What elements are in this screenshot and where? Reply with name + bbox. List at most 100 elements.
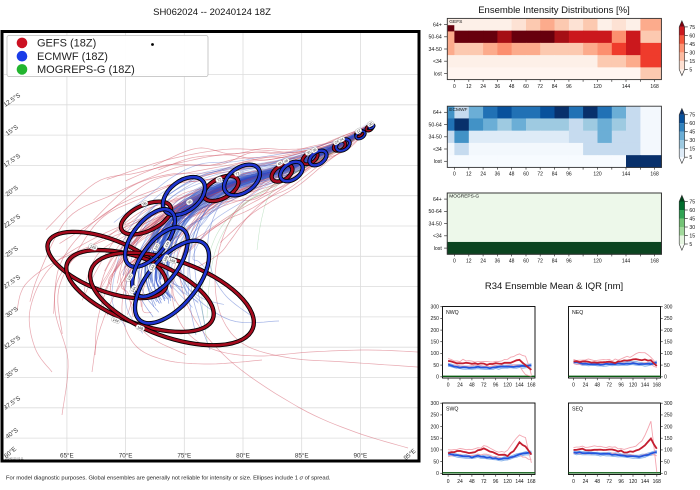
svg-text:15: 15 [689,147,695,153]
svg-text:100: 100 [664,448,673,454]
svg-text:96: 96 [493,479,499,485]
svg-text:ECMWF: ECMWF [449,107,467,113]
svg-text:50: 50 [664,459,670,465]
svg-text:60: 60 [689,208,695,214]
svg-text:70°E: 70°E [119,451,133,459]
svg-text:144: 144 [641,382,650,388]
svg-text:144: 144 [515,382,524,388]
svg-text:lost: lost [434,246,443,252]
svg-text:75: 75 [689,113,695,119]
svg-text:50: 50 [433,363,439,369]
svg-text:75: 75 [689,199,695,205]
svg-text:72: 72 [481,479,487,485]
svg-text:30: 30 [689,50,695,56]
svg-text:50: 50 [664,363,670,369]
svg-text:45: 45 [689,42,695,48]
svg-text:64+: 64+ [433,110,442,116]
svg-text:30: 30 [689,225,695,231]
svg-text:168: 168 [163,255,169,262]
svg-text:144: 144 [112,318,119,324]
svg-text:ECMWF (18Z): ECMWF (18Z) [37,51,108,63]
svg-text:<34: <34 [433,234,442,240]
svg-text:120: 120 [629,479,638,485]
svg-text:120: 120 [593,84,602,90]
svg-text:168: 168 [653,479,662,485]
svg-text:80°E: 80°E [236,451,250,459]
svg-text:NWQ: NWQ [446,310,459,316]
svg-text:20240125 02:11: 20240125 02:11 [5,456,24,460]
svg-text:12: 12 [356,129,361,134]
svg-text:72: 72 [216,177,221,182]
svg-text:64+: 64+ [433,197,442,203]
svg-text:MOGREPS-G: MOGREPS-G [449,194,479,200]
svg-text:12: 12 [466,172,472,178]
svg-text:<34: <34 [433,147,442,153]
svg-text:144: 144 [622,258,631,264]
svg-text:100: 100 [664,351,673,357]
svg-text:168: 168 [527,479,536,485]
svg-text:72: 72 [606,479,612,485]
svg-text:24: 24 [480,84,486,90]
svg-text:150: 150 [431,340,440,346]
svg-text:200: 200 [431,424,440,430]
svg-text:48: 48 [595,382,601,388]
svg-text:R34 Ensemble Mean & IQR [nm]: R34 Ensemble Mean & IQR [nm] [485,281,623,292]
svg-text:48: 48 [469,479,475,485]
svg-text:100: 100 [431,448,440,454]
svg-text:Ensemble Intensity Distributio: Ensemble Intensity Distributions [%] [478,5,630,16]
svg-text:250: 250 [664,413,673,419]
svg-text:0: 0 [572,382,575,388]
svg-text:48: 48 [509,84,515,90]
svg-text:64+: 64+ [433,22,442,28]
svg-text:144: 144 [164,241,170,248]
svg-text:5: 5 [689,155,692,161]
svg-text:96: 96 [187,200,192,205]
svg-text:250: 250 [431,413,440,419]
svg-text:GEFS (18Z): GEFS (18Z) [37,38,96,50]
svg-text:96: 96 [566,84,572,90]
svg-text:300: 300 [431,305,440,311]
svg-text:150: 150 [664,340,673,346]
svg-text:For model diagnostic purposes.: For model diagnostic purposes. Global en… [6,476,331,482]
svg-text:24: 24 [334,140,339,145]
svg-text:0: 0 [453,84,456,90]
svg-text:72: 72 [537,258,543,264]
svg-text:250: 250 [431,316,440,322]
svg-text:24: 24 [583,479,589,485]
svg-text:50-64: 50-64 [429,35,442,41]
svg-text:84: 84 [552,258,558,264]
svg-text:120: 120 [503,479,512,485]
svg-text:<34: <34 [433,59,442,65]
svg-text:96: 96 [618,479,624,485]
svg-text:144: 144 [515,479,524,485]
svg-text:120: 120 [153,244,159,251]
svg-text:300: 300 [664,305,673,311]
svg-text:5: 5 [689,242,692,248]
svg-text:12: 12 [466,258,472,264]
svg-text:48: 48 [595,479,601,485]
svg-text:60: 60 [523,84,529,90]
svg-text:SWQ: SWQ [446,407,458,413]
svg-text:60: 60 [689,33,695,39]
svg-text:168: 168 [527,382,536,388]
svg-text:90°E: 90°E [354,451,368,459]
svg-text:24: 24 [480,258,486,264]
svg-text:120: 120 [629,382,638,388]
svg-text:168: 168 [650,84,659,90]
svg-text:72: 72 [606,382,612,388]
svg-text:34-50: 34-50 [429,47,442,53]
svg-text:48: 48 [509,172,515,178]
svg-text:144: 144 [622,172,631,178]
svg-text:50-64: 50-64 [429,209,442,215]
svg-text:168: 168 [169,258,176,264]
svg-text:30: 30 [689,138,695,144]
svg-text:12: 12 [466,84,472,90]
svg-text:300: 300 [431,401,440,407]
svg-text:168: 168 [650,258,659,264]
svg-text:SEQ: SEQ [572,407,583,413]
svg-text:60: 60 [523,172,529,178]
svg-text:36: 36 [495,84,501,90]
svg-text:45: 45 [689,216,695,222]
svg-text:72: 72 [481,382,487,388]
svg-text:48: 48 [509,258,515,264]
